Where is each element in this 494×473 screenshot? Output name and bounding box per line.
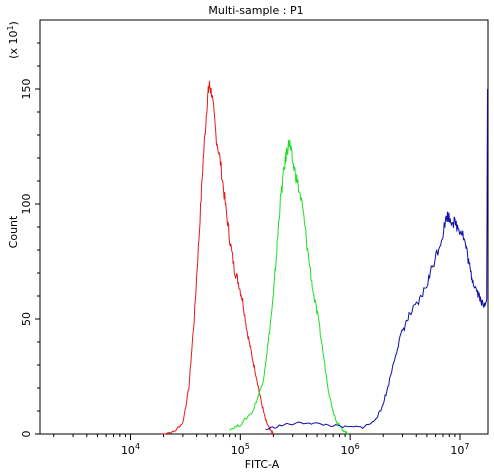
x-tick-label: 106 <box>341 442 360 457</box>
y-multiplier-label: (x 101) <box>6 21 20 59</box>
plot-frame <box>39 19 489 435</box>
chart-title: Multi-sample : P1 <box>208 4 303 17</box>
x-axis-label: FITC-A <box>245 458 280 471</box>
y-tick-label: 0 <box>20 431 33 438</box>
y-axis-ticks: 0 50 100 150 <box>20 42 40 438</box>
y-tick-label: 100 <box>20 194 33 215</box>
x-axis-ticks: 104 105 106 107 <box>53 434 470 457</box>
series-layer <box>160 80 488 436</box>
series-line <box>160 80 274 436</box>
series-line <box>229 139 349 435</box>
y-axis-label: Count <box>7 215 20 248</box>
series-line <box>265 88 488 430</box>
x-tick-label: 105 <box>231 442 250 457</box>
y-tick-label: 50 <box>20 312 33 326</box>
y-tick-label: 150 <box>20 79 33 100</box>
x-tick-label: 107 <box>450 442 469 457</box>
x-tick-label: 104 <box>121 442 140 457</box>
